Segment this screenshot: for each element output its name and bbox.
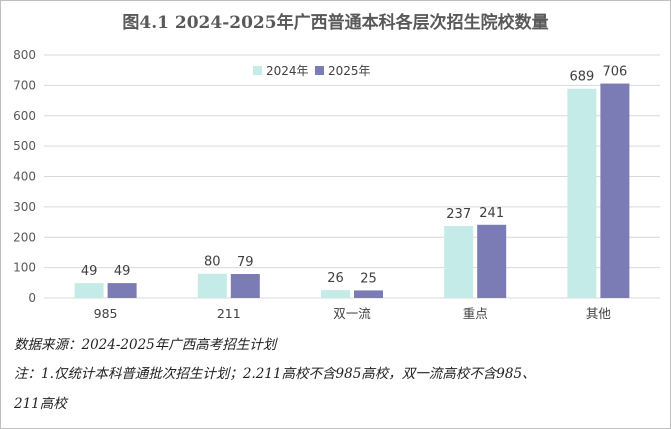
x-tick-label: 211 — [217, 306, 241, 321]
data-label: 80 — [204, 255, 221, 270]
data-label: 49 — [114, 264, 131, 279]
y-tick-label: 0 — [28, 291, 36, 305]
legend-swatch — [253, 66, 262, 75]
bar — [567, 88, 597, 298]
bar — [444, 226, 474, 298]
bars: 49 49 80 79 26 25 237 241 689 706 — [74, 65, 630, 299]
data-label: 689 — [569, 70, 594, 85]
y-tick-label: 600 — [13, 109, 36, 123]
data-label: 79 — [237, 255, 254, 270]
data-label: 26 — [327, 271, 344, 286]
bar — [197, 273, 227, 298]
bar — [230, 274, 260, 298]
y-tick-label: 100 — [13, 261, 36, 275]
y-tick-label: 400 — [13, 170, 36, 184]
bar — [600, 83, 630, 299]
footnote-line-1: 注：1.仅统计本科普通批次招生计划；2.211高校不含985高校，双一流高校不含… — [14, 366, 536, 382]
data-label: 237 — [446, 207, 471, 222]
x-tick-label: 其他 — [586, 306, 612, 321]
y-tick-label: 800 — [13, 48, 36, 62]
gridlines — [44, 54, 660, 299]
bar — [74, 283, 104, 298]
bar — [107, 283, 137, 298]
legend-swatch — [315, 66, 324, 75]
legend-label: 2024年 — [266, 64, 309, 78]
footnote-line-2: 211高校 — [14, 396, 67, 412]
data-label: 25 — [360, 271, 377, 286]
source-note: 数据来源：2024-2025年广西高考招生计划 — [14, 337, 277, 353]
legend: 2024年 2025年 — [253, 64, 371, 78]
y-tick-label: 500 — [13, 139, 36, 153]
chart-title: 图4.1 2024-2025年广西普通本科各层次招生院校数量 — [122, 13, 549, 33]
y-axis-ticks: 0 100 200 300 400 500 600 700 800 — [13, 48, 36, 305]
data-label: 706 — [602, 65, 627, 80]
bar — [321, 290, 350, 298]
bar — [477, 224, 507, 298]
y-tick-label: 700 — [13, 78, 36, 92]
x-axis-labels: 985 211 双一流 重点 其他 — [94, 306, 612, 321]
x-tick-label: 重点 — [463, 306, 488, 321]
data-label: 49 — [81, 264, 98, 279]
legend-label: 2025年 — [328, 64, 371, 78]
data-label: 241 — [479, 206, 504, 221]
bar — [354, 290, 383, 298]
y-tick-label: 200 — [13, 230, 36, 244]
x-tick-label: 985 — [94, 306, 118, 321]
y-tick-label: 300 — [13, 200, 36, 214]
x-tick-label: 双一流 — [333, 306, 371, 321]
